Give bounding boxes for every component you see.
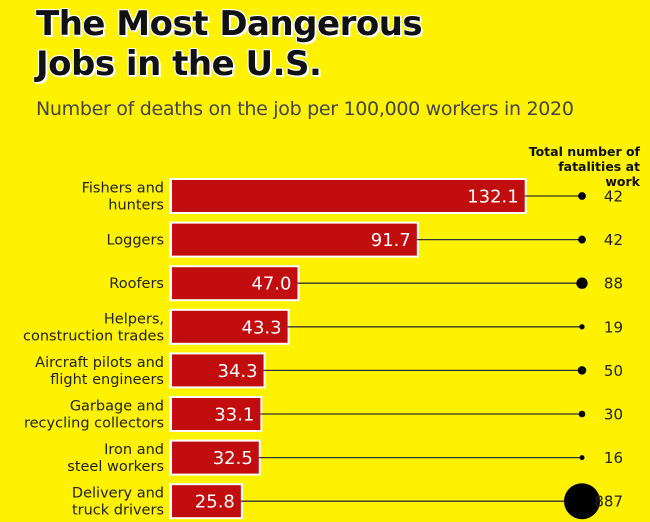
value-label: 43.3 bbox=[242, 317, 282, 338]
category-label: Fishers and bbox=[82, 181, 164, 197]
category-label: Delivery and bbox=[72, 486, 164, 502]
category-label: construction trades bbox=[23, 328, 164, 344]
fatalities-header: Total number of fatalities at work bbox=[528, 144, 640, 189]
value-label: 91.7 bbox=[371, 230, 411, 251]
category-label: steel workers bbox=[67, 459, 164, 475]
chart-subtitle: Number of deaths on the job per 100,000 … bbox=[36, 98, 574, 120]
fatality-dot bbox=[578, 235, 586, 244]
category-label: Aircraft pilots and bbox=[35, 355, 164, 371]
category-label: Roofers bbox=[109, 276, 164, 292]
fatality-dot bbox=[576, 277, 588, 289]
fatality-count: 42 bbox=[604, 231, 623, 249]
category-label: flight engineers bbox=[50, 372, 164, 388]
fatality-count: 16 bbox=[604, 449, 623, 467]
category-label: Helpers, bbox=[104, 311, 164, 327]
fatality-count: 42 bbox=[604, 188, 623, 206]
fatality-count: 887 bbox=[594, 493, 623, 511]
category-label: Garbage and bbox=[70, 399, 164, 415]
bar bbox=[172, 441, 259, 474]
value-label: 34.3 bbox=[218, 361, 258, 382]
bar bbox=[172, 267, 298, 300]
fatality-dot bbox=[579, 324, 585, 330]
value-label: 132.1 bbox=[467, 187, 519, 208]
value-label: 25.8 bbox=[195, 492, 235, 513]
fatality-count: 50 bbox=[604, 362, 623, 380]
bar bbox=[172, 223, 417, 256]
value-label: 47.0 bbox=[251, 274, 291, 295]
fatality-dot bbox=[578, 192, 586, 200]
category-label: Iron and bbox=[104, 442, 164, 458]
category-label: truck drivers bbox=[72, 503, 164, 519]
value-label: 32.5 bbox=[213, 448, 253, 469]
chart-title: The Most Dangerous Jobs in the U.S. bbox=[36, 4, 423, 84]
fatality-count: 88 bbox=[604, 275, 623, 293]
bar bbox=[172, 310, 288, 343]
fatality-count: 30 bbox=[604, 406, 623, 424]
fatality-dot bbox=[577, 366, 587, 375]
bar bbox=[172, 398, 261, 430]
fatality-dot bbox=[579, 455, 585, 461]
bar bbox=[172, 485, 241, 518]
fatality-count: 19 bbox=[604, 318, 623, 336]
category-label: recycling collectors bbox=[24, 416, 164, 432]
bar bbox=[172, 354, 264, 387]
category-label: Loggers bbox=[106, 233, 164, 249]
value-label: 33.1 bbox=[214, 405, 254, 426]
bar bbox=[172, 180, 525, 212]
fatality-dot bbox=[564, 483, 600, 520]
category-label: hunters bbox=[108, 198, 164, 214]
fatality-dot bbox=[578, 410, 586, 418]
